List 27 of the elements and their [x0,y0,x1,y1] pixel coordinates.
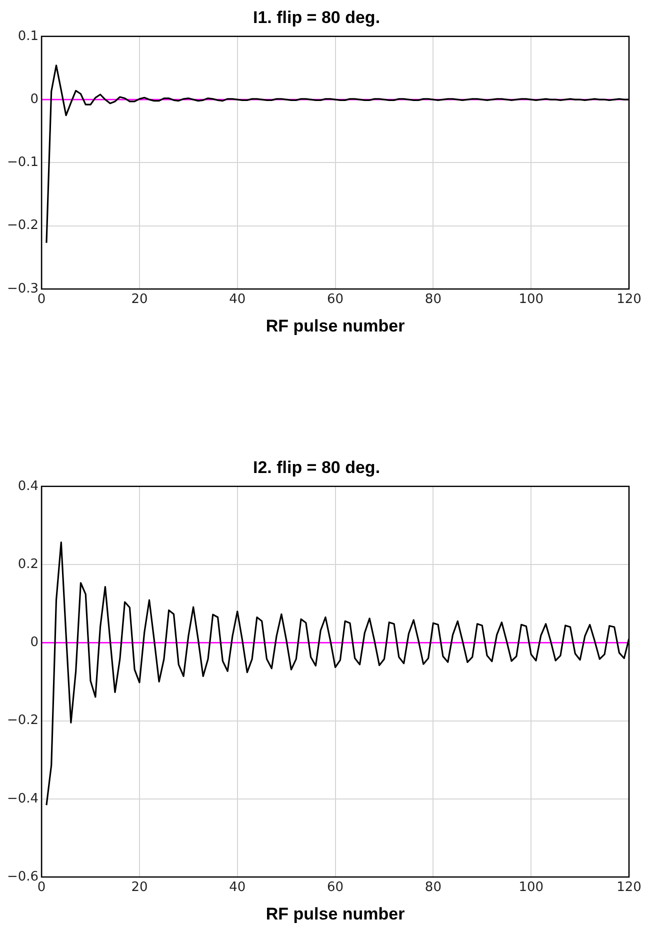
y-tick-label: −0.2 [6,218,39,234]
y-tick-label: −0.6 [6,869,39,884]
x-tick-label: 100 [518,880,544,896]
y-tick-label: −0.4 [6,791,39,806]
y-tick-label: 0.2 [18,556,39,572]
y-tick-label: 0 [30,635,39,650]
x-tick-label: 120 [616,292,642,308]
x-axis-title: RF pulse number [266,316,406,336]
x-tick-label: 40 [229,880,246,896]
y-tick-label: 0.1 [18,28,39,44]
x-tick-label: 80 [424,880,442,896]
x-axis-title: RF pulse number [266,904,406,924]
y-tick-label: −0.3 [6,281,39,296]
x-tick-label: 80 [424,292,442,308]
y-tick-label: −0.1 [6,155,39,170]
x-tick-label: 100 [518,292,544,308]
x-tick-label: 60 [327,880,344,896]
y-tick-label: −0.2 [6,713,39,728]
y-tick-label: 0.4 [18,478,39,494]
y-tick-label: 0 [30,92,39,107]
x-tick-label: 60 [327,292,344,308]
x-tick-label: 40 [229,292,246,308]
chart-title: I2. flip = 80 deg. [252,458,380,477]
x-tick-label: 20 [131,292,148,308]
x-tick-label: 20 [131,880,148,896]
chart-title: I1. flip = 80 deg. [252,8,380,27]
x-tick-label: 120 [616,880,642,896]
